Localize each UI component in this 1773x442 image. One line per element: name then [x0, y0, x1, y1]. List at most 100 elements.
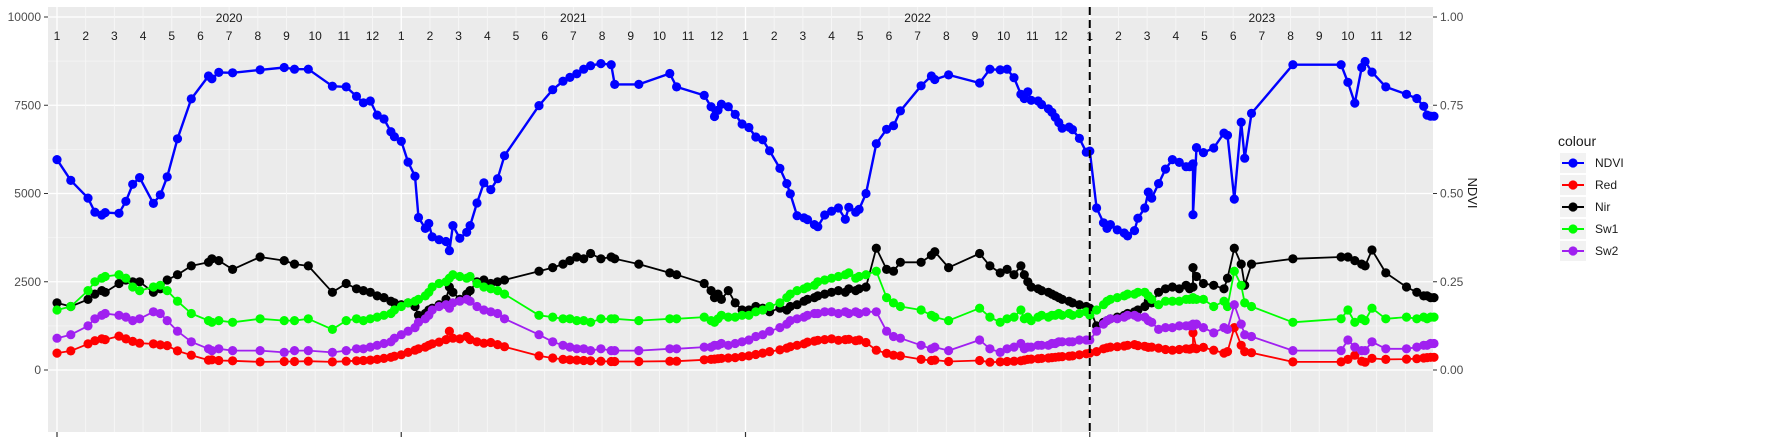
data-point-sw2	[396, 330, 406, 340]
data-point-red	[765, 347, 775, 357]
data-point-sw1	[472, 278, 482, 289]
data-point-red	[596, 356, 606, 366]
data-point-sw2	[351, 344, 362, 354]
data-point-red	[699, 355, 709, 365]
data-point-red	[813, 335, 823, 345]
data-point-sw2	[882, 326, 892, 336]
data-point-sw2	[672, 344, 682, 354]
data-point-red	[888, 350, 899, 360]
data-point-nir	[1016, 261, 1026, 271]
data-point-sw2	[100, 308, 110, 319]
data-point-red	[1246, 348, 1257, 358]
data-point-ndvi	[327, 81, 337, 91]
month-label: 12	[1054, 29, 1068, 43]
month-label: 4	[484, 29, 491, 43]
data-point-red	[833, 335, 844, 345]
data-point-red	[472, 337, 482, 347]
data-point-red	[1343, 354, 1353, 364]
year-labels: 2020 2021 2022 2023	[216, 11, 1276, 25]
data-point-sw1	[1336, 314, 1346, 324]
data-point-ndvi	[427, 232, 437, 242]
data-point-ndvi	[128, 179, 138, 189]
data-point-ndvi	[1023, 87, 1033, 97]
data-point-sw2	[403, 326, 413, 336]
data-point-ndvi	[775, 163, 785, 173]
right-axis-title: NDVI	[1465, 177, 1480, 208]
data-point-red	[114, 331, 124, 341]
data-point-red	[1209, 345, 1219, 355]
data-point-sw1	[303, 314, 313, 324]
data-point-sw2	[1191, 319, 1202, 329]
month-label: 5	[168, 29, 175, 43]
data-point-nir	[882, 264, 892, 274]
data-point-nir	[833, 286, 844, 296]
data-point-red	[351, 356, 362, 366]
data-point-sw1	[455, 271, 465, 282]
right-y-axis: 0.00 0.25 0.50 0.75 1.00	[1433, 10, 1464, 377]
data-point-nir	[499, 275, 510, 285]
data-point-sw1	[548, 312, 558, 322]
data-point-ndvi	[365, 96, 375, 106]
data-point-sw1	[888, 298, 899, 308]
data-point-ndvi	[606, 60, 616, 70]
month-label: 2	[1115, 29, 1122, 43]
data-point-sw2	[379, 338, 389, 349]
data-point-sw2	[1154, 324, 1164, 334]
legend-item-sw1: Sw1	[1560, 219, 1619, 239]
data-point-red	[1360, 357, 1370, 367]
data-point-sw2	[1367, 337, 1377, 347]
data-point-sw2	[930, 342, 940, 352]
month-label: 9	[1316, 29, 1323, 43]
data-point-sw2	[162, 316, 172, 326]
data-point-sw2	[716, 338, 727, 349]
data-point-ndvi	[565, 72, 575, 82]
data-point-sw1	[148, 282, 158, 292]
data-point-sw2	[802, 310, 813, 320]
data-point-sw2	[1057, 337, 1067, 347]
data-point-ndvi	[672, 82, 682, 92]
data-point-ndvi	[100, 208, 110, 218]
data-point-sw2	[765, 326, 775, 336]
right-tick-label: 1.00	[1440, 10, 1464, 24]
data-point-sw2	[1002, 344, 1012, 354]
data-point-ndvi	[854, 204, 864, 214]
data-point-sw2	[114, 310, 124, 320]
data-point-ndvi	[765, 146, 775, 156]
data-point-nir	[90, 289, 100, 299]
data-point-ndvi	[1360, 56, 1370, 67]
data-point-red	[493, 340, 503, 350]
month-label: 5	[857, 29, 864, 43]
data-point-sw1	[930, 312, 940, 322]
data-point-red	[358, 355, 368, 366]
data-point-sw1	[1009, 312, 1019, 322]
right-tick-label: 0.50	[1440, 187, 1464, 201]
data-point-sw1	[135, 286, 145, 296]
month-label: 5	[513, 29, 520, 43]
data-point-red	[730, 353, 740, 363]
data-point-sw1	[90, 277, 100, 287]
data-point-red	[1133, 341, 1143, 351]
data-point-sw2	[1009, 342, 1019, 352]
data-point-nir	[888, 266, 899, 276]
data-point-sw2	[389, 333, 399, 343]
data-point-red	[1123, 340, 1133, 350]
data-point-nir	[534, 266, 544, 276]
data-point-nir	[634, 259, 644, 269]
month-label: 1	[54, 29, 61, 43]
month-label: 4	[1172, 29, 1179, 43]
data-point-red	[1198, 342, 1208, 352]
data-point-ndvi	[596, 59, 606, 69]
data-point-red	[1429, 352, 1439, 362]
data-point-sw2	[534, 330, 544, 340]
data-point-red	[916, 354, 926, 364]
data-point-sw1	[882, 293, 892, 303]
data-point-nir	[672, 270, 682, 280]
data-point-nir	[723, 286, 733, 296]
data-point-ndvi	[1147, 193, 1157, 203]
data-point-red	[1174, 344, 1184, 355]
data-point-nir	[162, 275, 172, 285]
data-point-ndvi	[634, 79, 644, 89]
data-point-red	[802, 337, 813, 347]
data-point-ndvi	[186, 94, 196, 104]
data-point-sw2	[916, 340, 926, 350]
